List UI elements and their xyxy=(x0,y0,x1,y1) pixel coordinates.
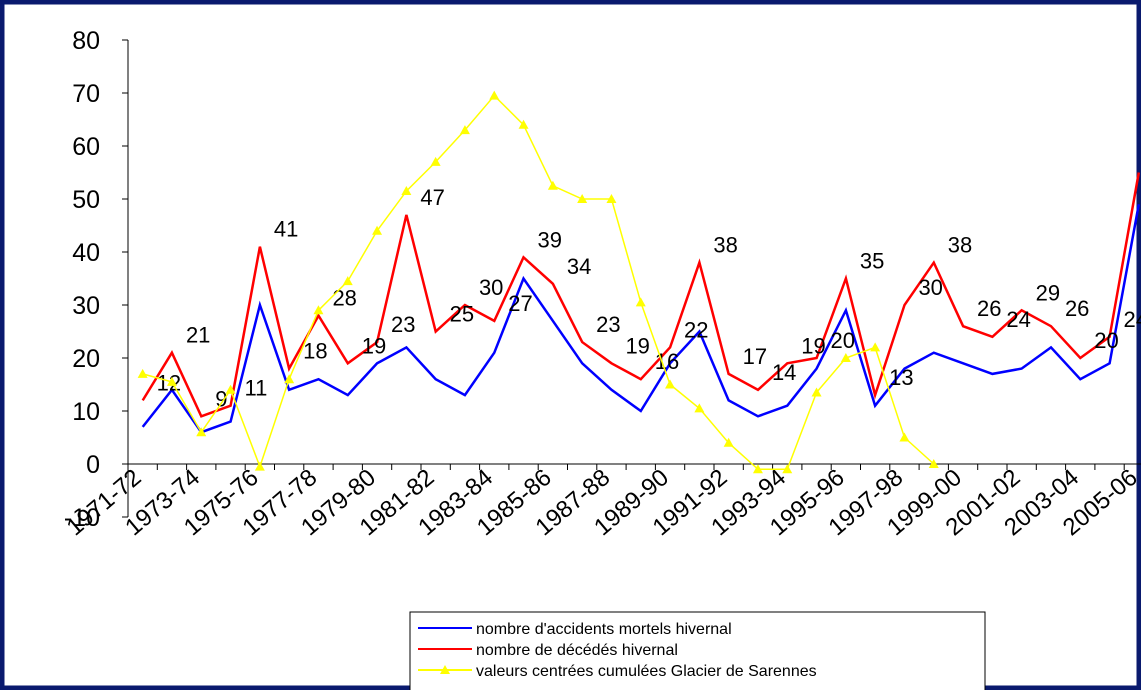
y-tick-label: 60 xyxy=(72,133,100,161)
y-tick-label: 40 xyxy=(72,239,100,267)
data-label: 47 xyxy=(420,185,444,210)
data-label: 41 xyxy=(274,217,298,242)
data-label: 28 xyxy=(332,286,356,311)
data-label: 20 xyxy=(831,328,855,353)
marker xyxy=(577,194,588,203)
y-tick-label: 30 xyxy=(72,292,100,320)
marker xyxy=(665,379,676,389)
marker xyxy=(430,156,441,166)
marker xyxy=(196,427,207,437)
data-label: 20 xyxy=(1094,328,1118,353)
data-label: 18 xyxy=(303,339,327,364)
marker xyxy=(284,374,295,384)
legend-label: nombre de décédés hivernal xyxy=(476,642,678,659)
data-label: 19 xyxy=(362,333,386,358)
data-label: 14 xyxy=(772,360,796,385)
marker xyxy=(254,461,265,471)
y-tick-label: -10 xyxy=(64,504,100,532)
data-label: 22 xyxy=(684,317,708,342)
marker xyxy=(899,432,910,442)
marker xyxy=(694,403,705,413)
marker xyxy=(547,180,558,190)
data-label: 19 xyxy=(801,333,825,358)
legend-marker xyxy=(440,665,450,674)
marker xyxy=(723,437,734,447)
marker xyxy=(313,305,324,315)
marker xyxy=(928,459,939,468)
legend-label: nombre d'accidents mortels hivernal xyxy=(476,621,732,638)
data-label: 30 xyxy=(918,275,942,300)
marker xyxy=(840,353,851,362)
marker xyxy=(635,297,646,307)
marker xyxy=(401,186,412,196)
series-line xyxy=(141,204,1141,434)
marker xyxy=(870,342,881,352)
marker xyxy=(606,194,617,203)
data-label: 26 xyxy=(1065,296,1089,321)
y-tick-label: 70 xyxy=(72,80,100,108)
data-label: 24 xyxy=(1124,307,1141,332)
data-label: 39 xyxy=(538,227,562,252)
data-label: 21 xyxy=(186,323,210,348)
series-line xyxy=(142,94,935,471)
data-label: 38 xyxy=(948,233,972,258)
marker xyxy=(459,125,470,135)
y-tick-label: 80 xyxy=(72,27,100,55)
data-label: 23 xyxy=(391,312,415,337)
data-label: 30 xyxy=(479,275,503,300)
marker xyxy=(225,384,236,394)
data-label: 29 xyxy=(1036,280,1060,305)
data-label: 26 xyxy=(977,296,1001,321)
data-label: 9 xyxy=(215,386,227,411)
data-label: 25 xyxy=(450,302,474,327)
data-label: 17 xyxy=(743,344,767,369)
data-label: 35 xyxy=(860,249,884,274)
y-tick-label: 10 xyxy=(72,398,100,426)
data-label: 19 xyxy=(625,333,649,358)
marker xyxy=(137,368,148,378)
marker xyxy=(752,464,763,474)
marker xyxy=(342,276,353,286)
data-label: 27 xyxy=(508,291,532,316)
marker xyxy=(489,90,500,100)
data-label: 11 xyxy=(245,376,268,401)
data-label: 38 xyxy=(713,233,737,258)
legend-box xyxy=(409,611,986,690)
marker xyxy=(782,464,793,474)
marker xyxy=(811,387,822,397)
legend-label: valeurs centrées cumulées Glacier de Sar… xyxy=(476,663,817,680)
marker xyxy=(166,376,177,386)
marker xyxy=(518,119,529,129)
y-tick-label: 50 xyxy=(72,186,100,214)
marker xyxy=(372,225,383,235)
data-label: 13 xyxy=(889,365,913,390)
y-tick-label: 20 xyxy=(72,345,100,373)
data-label: 34 xyxy=(567,254,591,279)
data-label: 23 xyxy=(596,312,620,337)
data-label: 24 xyxy=(1006,307,1030,332)
legend: nombre d'accidents mortels hivernal nombr… xyxy=(409,611,986,690)
y-tick-label: 0 xyxy=(86,451,100,479)
